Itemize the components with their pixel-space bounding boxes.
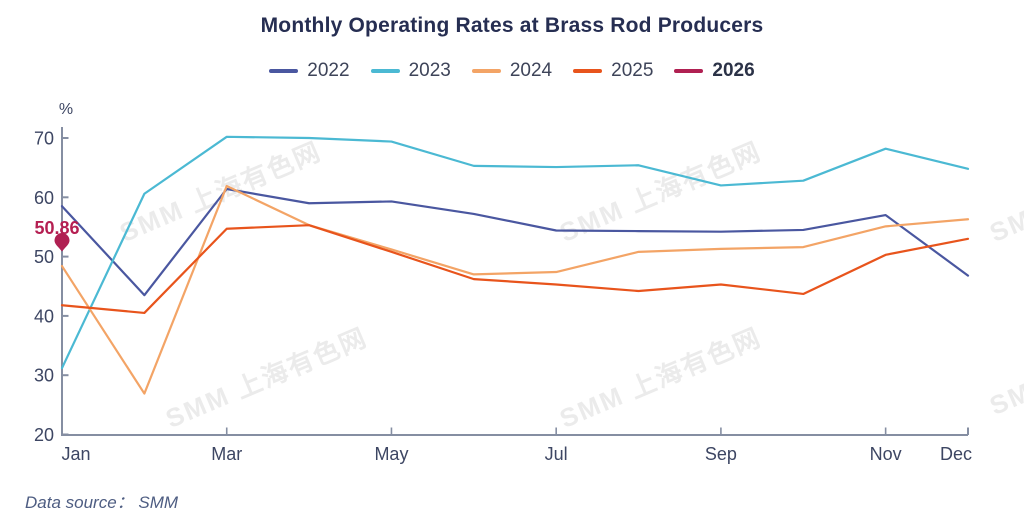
legend-label: 2022 (307, 60, 350, 81)
legend-item-2023[interactable]: 2023 (370, 60, 451, 82)
smm-watermark: SMM 上海有色网 (161, 321, 372, 434)
legend-line-swatch (370, 69, 400, 73)
legend-item-2022[interactable]: 2022 (269, 60, 350, 82)
data-source-note: Data source： SMM (25, 493, 179, 512)
smm-watermark: SMM 上海有色网 (985, 136, 1024, 248)
legend-label: 2025 (611, 60, 654, 81)
chart-title: Monthly Operating Rates at Brass Rod Pro… (260, 14, 764, 37)
legend-line-swatch (269, 69, 299, 73)
legend-item-2024[interactable]: 2024 (471, 60, 553, 82)
smm-watermark: SMM 上海有色网 (555, 321, 766, 434)
legend-label: 2026 (712, 60, 755, 81)
legend-item-2026[interactable]: 2026 (674, 60, 755, 82)
legend-label: 2023 (408, 60, 451, 81)
legend-line-swatch (471, 69, 501, 73)
legend-item-2025[interactable]: 2025 (573, 60, 653, 82)
legend-label: 2024 (509, 60, 553, 81)
chart-legend: 2022 2023 2024 2025 2026 (0, 60, 1024, 82)
smm-watermark: SMM 上海有色网 (555, 135, 766, 248)
smm-watermark: SMM 上海有色网 (985, 309, 1024, 421)
legend-line-swatch (573, 69, 603, 73)
legend-line-swatch (674, 69, 704, 73)
smm-watermark: SMM 上海有色网 (115, 135, 326, 248)
